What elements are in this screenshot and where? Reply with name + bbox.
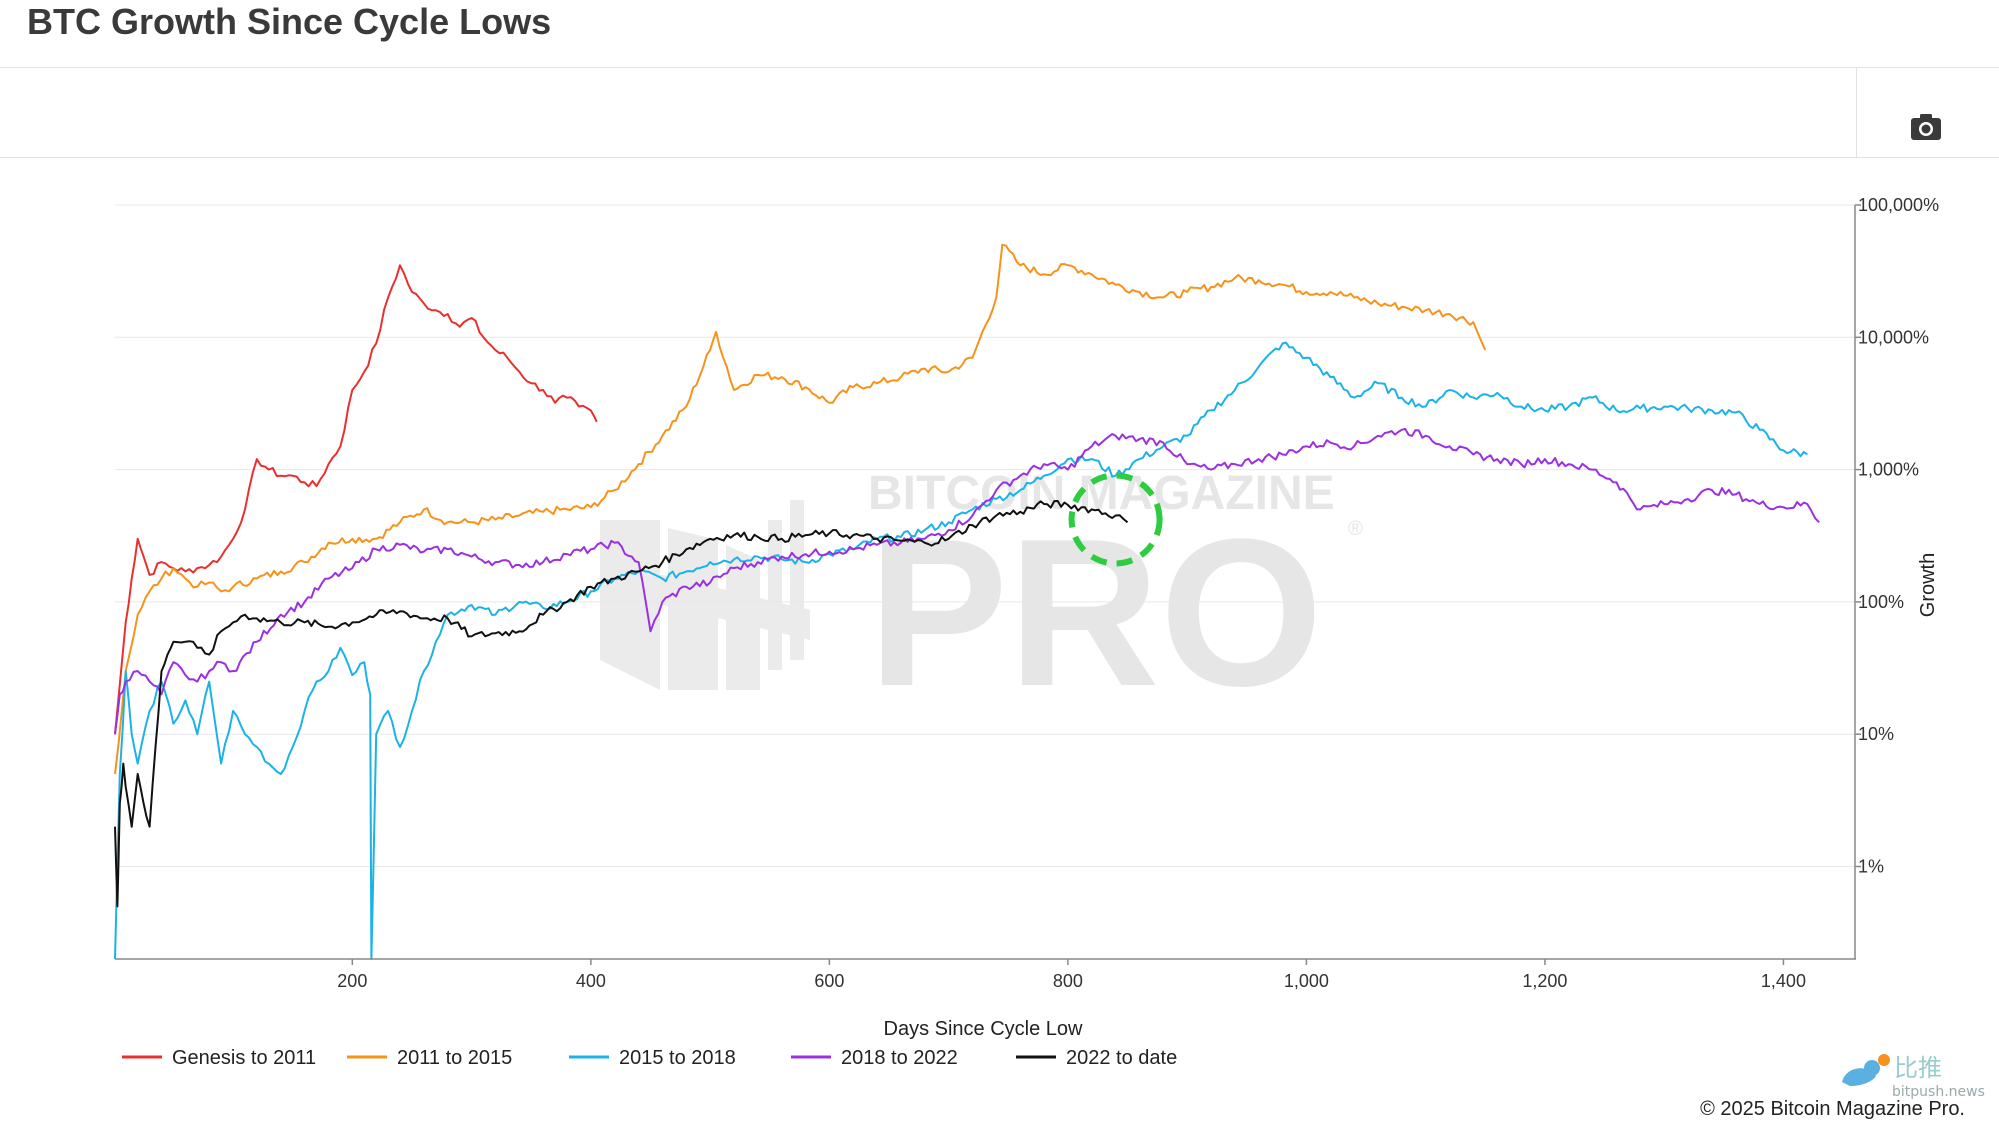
y-tick-label: 10% [1858,724,1894,744]
legend-label: 2011 to 2015 [397,1047,512,1069]
corner-watermark-cn: 比推 [1894,1054,1942,1082]
x-tick-label: 1,000 [1284,971,1329,991]
legend-item[interactable]: Genesis to 2011 [122,1047,316,1069]
corner-watermark: 比推 bitpush.news [1832,1052,1992,1100]
y-tick-label: 100% [1858,592,1904,612]
y-tick-label: 10,000% [1858,327,1929,347]
highlight-circle [1068,472,1163,567]
annotation-circle [1068,472,1163,567]
legend: Genesis to 2011 2011 to 2015 2015 to 2018 2… [122,1047,1177,1069]
y-axis-label: Growth [1917,553,1939,617]
x-axis-label: Days Since Cycle Low [884,1018,1084,1040]
toolbar-divider [1856,67,1857,157]
copyright-text: © 2025 Bitcoin Magazine Pro. [1700,1098,1965,1120]
page-title: BTC Growth Since Cycle Lows [27,1,552,42]
y-tick-label: 100,000% [1858,195,1939,215]
series-line-4 [114,427,1820,735]
series-line-2 [114,243,1487,775]
corner-watermark-site: bitpush.news [1892,1084,1985,1100]
legend-label: 2015 to 2018 [619,1047,736,1069]
legend-item[interactable]: 2022 to date [1016,1047,1177,1069]
watermark-logo-icon [600,500,810,690]
legend-label: Genesis to 2011 [172,1047,316,1069]
x-tick-label: 1,200 [1522,971,1567,991]
toolbar-bottom-divider [0,157,1999,158]
legend-label: 2018 to 2022 [841,1047,958,1069]
legend-label: 2022 to date [1066,1047,1177,1069]
y-tick-label: 1,000% [1858,460,1919,480]
x-axis-ticks: 200 400 600 800 1,000 1,200 1,400 [337,959,1806,991]
x-tick-label: 600 [814,971,844,991]
x-tick-label: 200 [337,971,367,991]
y-tick-label: 1% [1858,857,1884,877]
camera-icon[interactable] [1908,110,1944,144]
x-tick-label: 400 [576,971,606,991]
plot-area [114,243,1820,960]
legend-item[interactable]: 2015 to 2018 [569,1047,736,1069]
legend-item[interactable]: 2018 to 2022 [791,1047,958,1069]
series-line-1 [114,264,598,735]
bird-logo-icon [1842,1054,1890,1086]
title-divider [0,67,1999,68]
series-line-3 [114,341,1808,960]
x-tick-label: 1,400 [1761,971,1806,991]
registered-mark-icon: ® [1348,518,1363,540]
y-axis-ticks: 1% 10% 100% 1,000% 10,000% 100,000% [1855,195,1939,877]
series-line-5 [114,500,1129,908]
legend-item[interactable]: 2011 to 2015 [347,1047,512,1069]
x-tick-label: 800 [1053,971,1083,991]
watermark-brand-main: PRO [868,495,1323,730]
